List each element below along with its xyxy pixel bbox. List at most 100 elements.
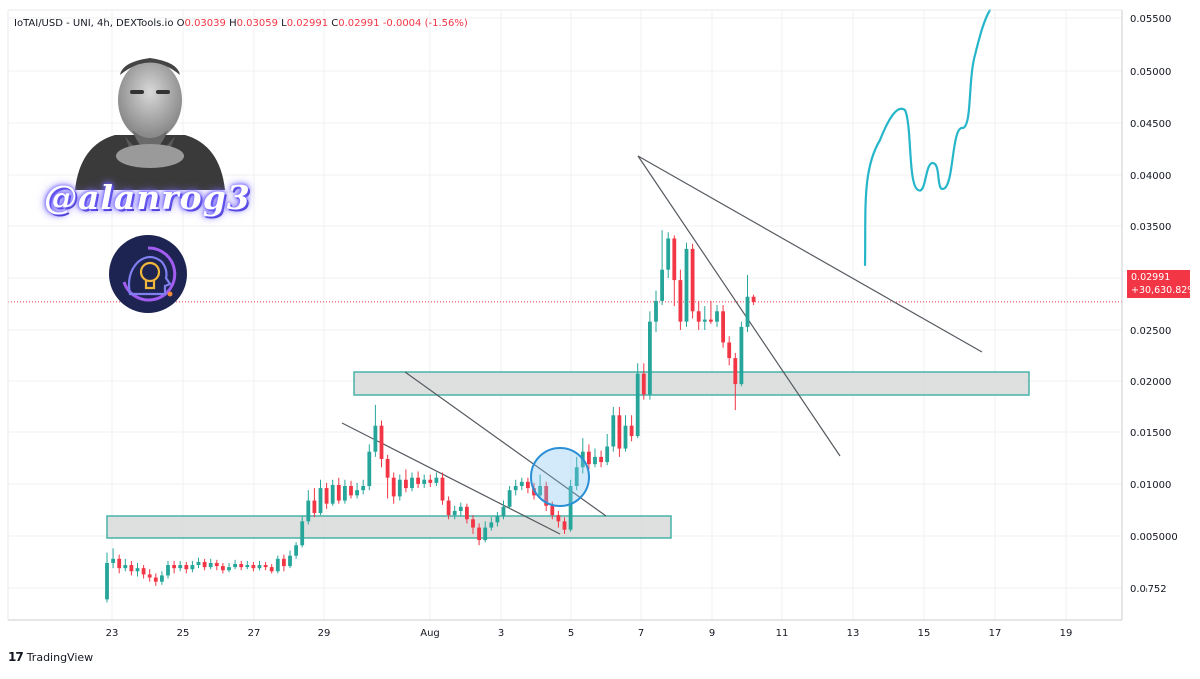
candle-body — [538, 486, 542, 496]
x-tick-label: 9 — [709, 628, 715, 639]
low-label: L — [281, 18, 287, 29]
candle-up — [635, 363, 640, 439]
candle-body — [410, 477, 414, 489]
candle-up — [355, 482, 359, 499]
candle-body — [641, 373, 646, 395]
candle-down — [556, 510, 561, 528]
candle-body — [623, 425, 628, 449]
candle-up — [660, 230, 664, 306]
low-value: 0.02991 — [286, 18, 329, 29]
candle-up — [434, 472, 439, 486]
candle-body — [434, 477, 439, 483]
candle-down — [172, 560, 176, 574]
y-tick-label: 0.01500 — [1130, 428, 1171, 439]
x-tick-label: 11 — [776, 628, 789, 639]
candle-down — [672, 235, 677, 307]
candle-body — [428, 479, 433, 483]
candle-up — [574, 456, 579, 491]
candle-body — [672, 238, 677, 281]
candle-body — [458, 506, 463, 511]
candle-body — [397, 479, 402, 497]
candle-down — [385, 454, 390, 499]
candle-up — [513, 479, 518, 496]
brand-name: TradingView — [26, 650, 94, 664]
last-price-change: +30,630.82% — [1131, 285, 1197, 296]
candle-body — [715, 311, 719, 322]
candle-body — [562, 521, 567, 530]
x-tick-label: 13 — [847, 628, 860, 639]
candle-up — [306, 490, 311, 525]
x-tick-label: Aug — [420, 628, 440, 639]
candle-up — [190, 560, 195, 573]
candle-body — [373, 425, 378, 452]
projection-path — [863, 8, 992, 267]
candle-body — [751, 296, 756, 302]
candle-down — [440, 472, 445, 505]
symbol-name: IoTAI/USD - UNI, 4h, DEXTools.io — [14, 18, 174, 29]
candle-body — [275, 558, 280, 572]
candle-body — [355, 490, 359, 496]
candle-down — [221, 562, 225, 574]
symbol-header: IoTAI/USD - UNI, 4h, DEXTools.io O0.0303… — [14, 18, 468, 29]
candle-down — [349, 480, 353, 499]
x-tick-label: 23 — [106, 628, 119, 639]
candle-body — [349, 486, 353, 496]
candle-down — [477, 523, 481, 546]
candle-up — [483, 521, 488, 543]
candle-up — [489, 517, 494, 531]
candle-up — [397, 474, 402, 501]
candle-body — [227, 567, 231, 571]
candle-body — [678, 280, 683, 322]
candle-body — [330, 484, 335, 504]
candle-body — [202, 561, 207, 568]
candle-body — [336, 484, 341, 501]
candle-up — [160, 571, 164, 585]
candle-body — [684, 248, 689, 322]
candle-down — [562, 517, 567, 534]
candle-up — [361, 479, 366, 495]
candle-body — [318, 488, 323, 514]
candle-body — [483, 527, 488, 541]
candle-body — [501, 506, 506, 517]
candle-body — [556, 515, 561, 522]
candle-down — [269, 564, 274, 574]
candle-body — [648, 321, 652, 395]
candle-body — [404, 479, 408, 489]
candle-up — [373, 404, 378, 457]
candle-body — [190, 565, 195, 570]
candle-body — [550, 505, 555, 516]
candle-up — [111, 548, 115, 569]
candle-down — [544, 481, 549, 511]
x-tick-label: 29 — [318, 628, 331, 639]
candle-body — [617, 415, 622, 449]
candle-up — [648, 311, 652, 400]
candle-down — [379, 420, 384, 468]
candle-down — [629, 415, 634, 442]
candle-down — [617, 406, 622, 457]
candle-up — [458, 502, 463, 517]
candle-body — [245, 565, 250, 568]
y-tick-label: 0.01000 — [1130, 480, 1171, 491]
candle-body — [300, 521, 305, 546]
candle-up — [330, 479, 335, 506]
candle-body — [666, 238, 671, 270]
candle-body — [172, 565, 176, 569]
candle-body — [196, 561, 201, 566]
candle-body — [446, 500, 451, 516]
candle-up — [654, 290, 658, 333]
candle-down — [263, 561, 268, 571]
close-value: 0.02991 — [338, 18, 380, 29]
candle-down — [471, 515, 475, 534]
x-tick-label: 19 — [1060, 628, 1073, 639]
candle-up — [343, 479, 347, 504]
candle-body — [269, 567, 274, 572]
candle-up — [538, 474, 542, 498]
x-tick-label: 25 — [177, 628, 190, 639]
tradingview-logo-icon: 17 — [8, 650, 24, 664]
author-handle: @alanrog3 — [44, 178, 251, 217]
candle-body — [696, 311, 701, 322]
candle-up — [178, 560, 183, 572]
y-tick-label: 0.05000 — [1130, 67, 1171, 78]
